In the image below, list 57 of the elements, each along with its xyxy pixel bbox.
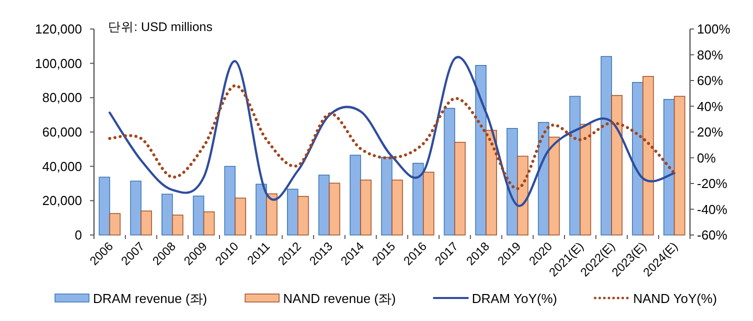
legend-label: NAND YoY(%)	[633, 291, 717, 306]
bar	[600, 56, 612, 236]
y2-tick-label: 100%	[697, 22, 731, 36]
bar	[642, 76, 654, 236]
bar	[286, 188, 298, 236]
bar	[224, 166, 236, 236]
bar	[256, 184, 267, 236]
legend-label: NAND revenue (좌)	[283, 291, 396, 306]
y-tick-label: 80,000	[42, 90, 82, 106]
y-tick-label: 0	[74, 228, 82, 242]
bar	[109, 213, 121, 236]
bar	[192, 196, 204, 236]
bar	[318, 174, 330, 236]
y2-tick-label: 40%	[697, 98, 724, 114]
bar	[266, 193, 278, 236]
bar	[475, 64, 487, 236]
y2-tick-label: 0%	[697, 150, 716, 166]
legend-label: DRAM YoY(%)	[472, 291, 558, 306]
y-tick-label: 40,000	[42, 158, 82, 174]
bar	[611, 95, 622, 236]
bar	[350, 154, 362, 236]
y2-tick-label: 60%	[697, 73, 724, 88]
bar	[162, 194, 173, 236]
y2-tick-label: 80%	[697, 47, 724, 62]
bar	[234, 198, 246, 236]
bar	[454, 142, 466, 236]
annotation: 단위: USD millions	[108, 20, 212, 34]
bar	[392, 180, 403, 236]
y2-tick-label: -40%	[697, 202, 728, 217]
bar	[381, 156, 392, 236]
bar	[328, 182, 340, 236]
y-tick-label: 120,000	[35, 22, 82, 36]
bar	[172, 214, 184, 236]
y2-tick-label: -20%	[697, 176, 728, 191]
y2-tick-label: 20%	[697, 124, 724, 140]
legend-label: DRAM revenue (좌)	[93, 291, 208, 306]
bar	[444, 108, 456, 236]
bar	[140, 210, 152, 236]
bar	[98, 176, 110, 236]
y2-tick-label: -60%	[697, 228, 728, 242]
bar	[203, 211, 215, 236]
y-tick-label: 20,000	[42, 193, 82, 208]
bar	[517, 156, 528, 236]
line-series	[108, 84, 676, 190]
bar	[486, 130, 498, 236]
bar	[674, 96, 686, 236]
bar	[422, 172, 434, 236]
bar	[663, 98, 675, 236]
bar	[412, 162, 424, 236]
bar	[297, 196, 309, 236]
bar	[130, 180, 142, 236]
bar	[580, 124, 592, 236]
bar	[569, 96, 581, 236]
bar	[548, 136, 560, 236]
y-tick-label: 60,000	[42, 124, 82, 140]
y-tick-label: 100,000	[35, 56, 82, 71]
bar	[360, 180, 372, 236]
